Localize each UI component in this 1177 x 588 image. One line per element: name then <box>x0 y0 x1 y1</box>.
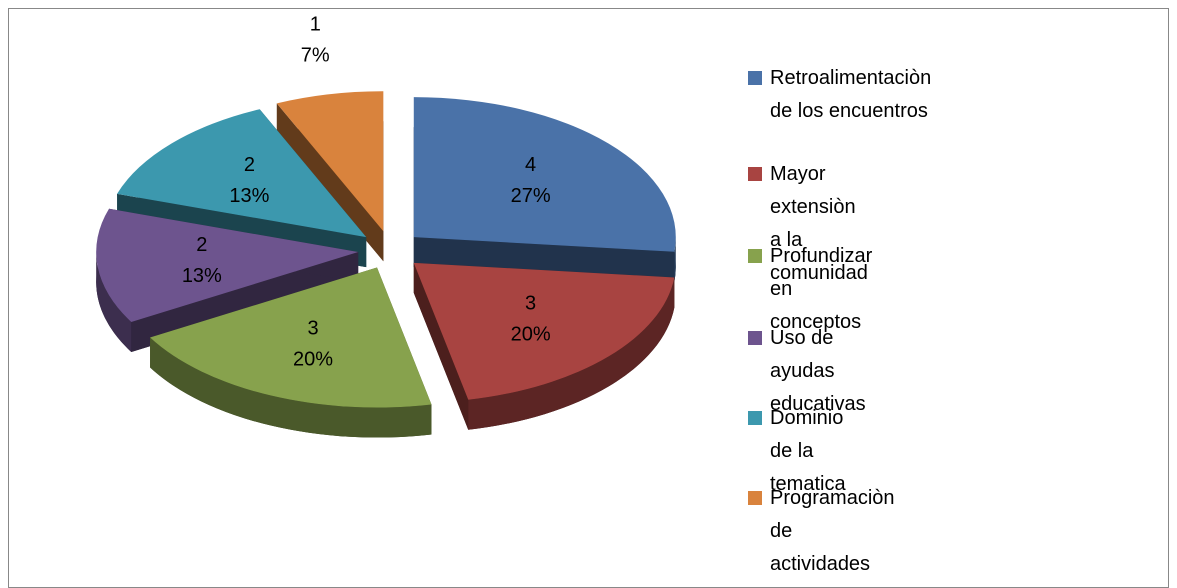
slice-top <box>276 91 384 232</box>
pie-slice <box>413 97 676 282</box>
slice-wall <box>468 277 675 430</box>
legend-label: Programaciòn de actividades <box>770 487 895 575</box>
legend-swatch <box>748 331 762 345</box>
legend-label: Dominio de la tematica <box>770 407 846 495</box>
slice-top <box>150 267 432 408</box>
percent-label: 27% <box>511 185 551 207</box>
legend-label: Retroalimentaciòn de los encuentros <box>770 67 932 122</box>
legend-item: Profundizar en conceptos <box>748 240 872 339</box>
percent-label: 7% <box>301 44 330 66</box>
chart: 4 27% 3 20% 3 20% 2 13% 2 13% 1 7% <box>96 13 676 438</box>
legend-item: Uso de ayudas educativas <box>748 322 866 421</box>
slice-top <box>96 208 359 323</box>
slice-wall <box>96 252 132 353</box>
slice-side <box>413 262 469 430</box>
legend-swatch <box>748 411 762 425</box>
percent-label: 13% <box>182 265 222 287</box>
slice-side <box>276 103 384 262</box>
percent-label: 20% <box>293 349 333 371</box>
data-label: 3 <box>307 318 318 340</box>
percent-label: 13% <box>229 185 269 207</box>
legend-label: Mayor extensiòn a la comunidad <box>770 163 868 284</box>
legend-swatch <box>748 249 762 263</box>
legend-swatch <box>748 71 762 85</box>
data-label: 2 <box>244 154 255 176</box>
legend-swatch <box>748 167 762 181</box>
legend-label: Profundizar en conceptos <box>770 245 873 333</box>
data-label: 1 <box>310 13 321 35</box>
slice-top <box>413 262 675 400</box>
pie-slice <box>150 267 432 438</box>
data-label: 2 <box>196 234 207 256</box>
slice-top <box>413 97 676 252</box>
slice-wall <box>150 337 432 438</box>
legend-item: Retroalimentaciòn de los encuentros <box>748 62 931 128</box>
pie-slice <box>413 262 675 430</box>
slice-wall <box>674 237 676 282</box>
slice-top <box>117 109 367 238</box>
legend-swatch <box>748 491 762 505</box>
percent-label: 20% <box>511 323 551 345</box>
legend-label: Uso de ayudas educativas <box>770 327 866 415</box>
legend-item: Dominio de la tematica <box>748 402 846 501</box>
data-label: 4 <box>525 154 536 176</box>
legend-item: Programaciòn de actividades <box>748 482 895 581</box>
legend-item: Mayor extensiòn a la comunidad <box>748 158 868 290</box>
data-label: 3 <box>525 292 536 314</box>
